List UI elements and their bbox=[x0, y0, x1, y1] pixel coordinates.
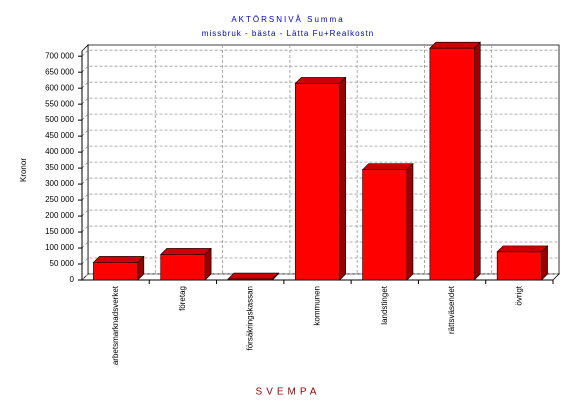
grid-line bbox=[81, 97, 559, 105]
y-tick-label: 550 000 bbox=[45, 99, 74, 108]
y-tick-label: 700 000 bbox=[45, 51, 74, 60]
x-tick-label: landstinget bbox=[380, 285, 389, 324]
grid-line bbox=[81, 65, 559, 73]
bar-top bbox=[361, 163, 414, 170]
y-tick-label: 600 000 bbox=[45, 83, 74, 92]
bar bbox=[429, 47, 475, 281]
y-axis-title: Kronor bbox=[19, 158, 28, 182]
bar-side bbox=[406, 162, 414, 281]
grid-line bbox=[81, 49, 559, 57]
y-tick-label: 100 000 bbox=[45, 243, 74, 252]
x-tick-label: företag bbox=[178, 286, 187, 311]
bar bbox=[160, 254, 206, 281]
x-tick-label: arbetsmarknadsverket bbox=[111, 285, 120, 365]
y-tick-label: 300 000 bbox=[45, 179, 74, 188]
y-tick-label: 250 000 bbox=[45, 195, 74, 204]
y-tick-label: 500 000 bbox=[45, 115, 74, 124]
y-tick-label: 0 bbox=[70, 275, 75, 284]
x-tick-label: försäkringskassan bbox=[245, 286, 254, 350]
bar bbox=[294, 83, 341, 281]
y-tick-label: 350 000 bbox=[45, 163, 74, 172]
bar-top bbox=[294, 77, 347, 84]
bar-top bbox=[227, 272, 280, 280]
bar bbox=[227, 278, 273, 281]
bar-top bbox=[429, 41, 481, 49]
grid-line bbox=[81, 113, 559, 121]
y-tick-label: 650 000 bbox=[45, 67, 74, 76]
x-tick-label: rättsväsendet bbox=[447, 285, 456, 334]
bar-side bbox=[339, 76, 347, 281]
bar-side bbox=[473, 41, 481, 281]
y-tick-label: 150 000 bbox=[45, 227, 74, 236]
bar-top bbox=[92, 256, 145, 263]
x-tick-label: kommunen bbox=[313, 286, 322, 326]
bar bbox=[93, 262, 139, 281]
bar bbox=[362, 169, 408, 281]
grid-line bbox=[81, 129, 559, 137]
x-axis-title: SVEMPA bbox=[256, 387, 321, 398]
grid-line bbox=[81, 161, 559, 169]
grid-line bbox=[81, 81, 559, 89]
y-tick-label: 50 000 bbox=[50, 259, 75, 268]
y-tick-label: 200 000 bbox=[45, 211, 74, 220]
bar-top bbox=[496, 245, 549, 253]
x-tick-label: övrigt bbox=[514, 285, 523, 305]
bar-top bbox=[160, 248, 212, 255]
grid-line bbox=[81, 145, 559, 153]
y-tick-label: 400 000 bbox=[45, 147, 74, 156]
chart-title: AKTÖRSNIVÅ Summa bbox=[231, 15, 344, 24]
chart-subtitle: missbruk - bästa - Lätta Fu+Realkostn bbox=[202, 29, 374, 38]
y-tick-label: 450 000 bbox=[45, 131, 74, 140]
bar bbox=[496, 251, 542, 281]
